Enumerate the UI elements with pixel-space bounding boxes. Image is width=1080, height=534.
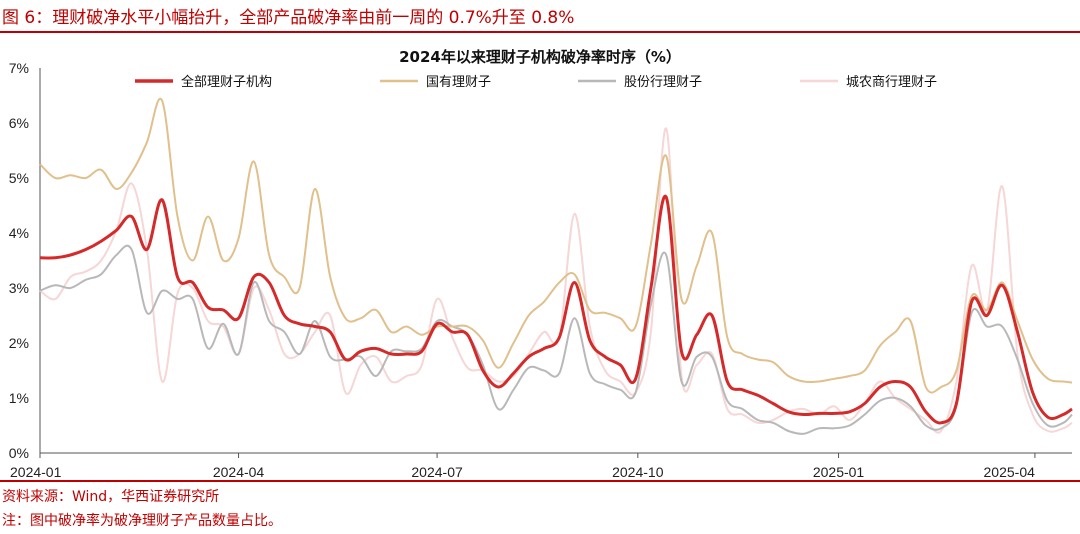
source-note: 资料来源：Wind，华西证券研究所 xyxy=(2,489,220,505)
series-line-all-wmc xyxy=(39,194,1073,425)
x-tick-label: 2025-01 xyxy=(813,464,865,480)
y-tick-label: 7% xyxy=(9,60,29,76)
x-tick-labels: 2024-01 2024-04 2024-07 2024-10 2025-01 2025-… xyxy=(10,453,1036,480)
y-tick-label: 3% xyxy=(9,280,29,296)
y-tick-label: 6% xyxy=(9,115,29,131)
x-tick-label: 2024-10 xyxy=(612,464,664,480)
legend-label: 全部理财子机构 xyxy=(181,74,272,90)
legend-label: 城农商行理财子 xyxy=(846,75,937,90)
figure-title: 图 6：理财破净水平小幅抬升，全部产品破净率由前一周的 0.7%升至 0.8% xyxy=(2,8,575,28)
series-line-city-rural xyxy=(39,127,1073,434)
y-tick-label: 4% xyxy=(9,225,29,241)
x-tick-label: 2024-07 xyxy=(411,464,463,480)
series-line-joint-stock xyxy=(39,244,1073,435)
y-tick-label: 2% xyxy=(9,335,29,351)
legend-label: 国有理财子 xyxy=(426,75,491,90)
x-tick-label: 2025-04 xyxy=(984,464,1036,480)
y-tick-label: 5% xyxy=(9,170,29,186)
legend-label: 股份行理财子 xyxy=(624,75,702,90)
y-tick-label: 0% xyxy=(9,445,29,461)
y-tick-labels: 0% 1% 2% 3% 4% 5% 6% 7% xyxy=(9,60,29,461)
line-chart: 0%1%2%3%4%5%6%7% 2024-01 2024-04 2024-07 20… xyxy=(9,60,1073,480)
x-tick-label: 2024-04 xyxy=(213,464,265,480)
series-layer xyxy=(39,97,1073,435)
y-tick-label: 1% xyxy=(9,390,29,406)
legend: 全部理财子机构 国有理财子 股份行理财子 城农商行理财子 xyxy=(135,74,937,90)
title-rule xyxy=(0,31,1080,33)
x-tick-label: 2024-01 xyxy=(10,464,62,480)
footer-rule xyxy=(0,480,1080,482)
series-line-state-owned xyxy=(39,97,1073,394)
definition-note: 注：图中破净率为破净理财子产品数量占比。 xyxy=(2,513,282,529)
chart-title: 2024年以来理财子机构破净率时序（%） xyxy=(399,48,681,66)
